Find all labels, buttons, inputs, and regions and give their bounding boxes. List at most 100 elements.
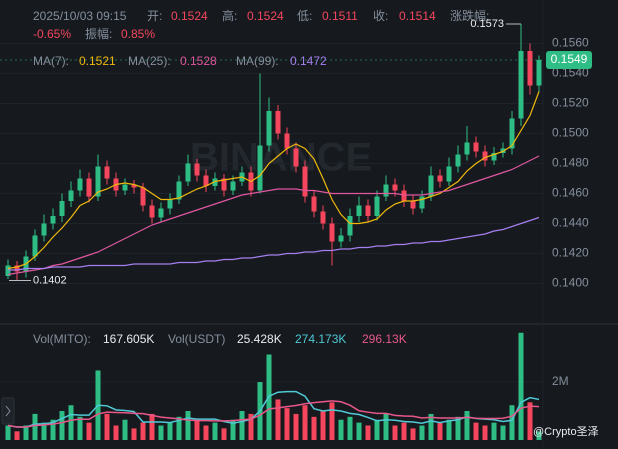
volume-bar [68,405,74,440]
candle-body [536,60,542,86]
volume-bar [302,405,308,440]
watermark: BINANCE [190,136,372,180]
volume-ma-line [7,390,540,428]
legend-label: Vol(USDT) [168,332,225,346]
volume-bar [140,422,146,440]
volume-bar [167,422,173,440]
candle-body [194,163,200,176]
volume-bar [320,411,326,440]
volume-bar [356,422,362,440]
close-value: 0.1514 [399,9,436,23]
last-price-badge [546,51,592,69]
volume-bar [194,419,200,440]
amplitude-label: 振幅: [85,26,112,41]
y-tick-label: 0.1500 [552,126,589,140]
legend-label: Vol(MITO): [33,332,91,346]
candle-body [14,265,20,272]
candle-body [266,111,272,146]
volume-bar [446,419,452,440]
candle-body [158,208,164,218]
volume-bar [329,402,335,440]
candle-body [203,175,209,186]
candle-body [257,145,263,191]
volume-bar [428,413,434,440]
volume-bar [113,425,119,440]
candle-body [86,178,92,197]
volume-bar [86,422,92,440]
volume-legend: Vol(MITO): 167.605K Vol(USDT) 25.428K [33,332,282,346]
candle-body [122,184,128,191]
candle-body [365,205,371,216]
volume-bar [374,419,380,440]
volume-bar [176,416,182,440]
candle-body [500,148,506,153]
candle-body [527,51,533,86]
ma-line [7,155,540,276]
candle-body [140,187,146,206]
y-tick-label: 0.1420 [552,246,589,260]
candle-body [59,201,65,216]
annotation-label: 0.1573 [470,18,504,30]
candle-body [68,190,74,201]
close-label: 收: [373,9,388,23]
candle-body [329,223,335,242]
candle-body [212,178,218,186]
change-value: -0.65% [33,27,71,41]
y-tick-label: 0.1440 [552,216,589,230]
candle-body [185,163,191,182]
candle-body [374,196,380,216]
candle-body [320,211,326,224]
volume-bar [59,411,65,440]
volume-bar [518,332,524,440]
volume-bar [401,422,407,440]
candle-body [5,265,11,276]
candle-body [473,142,479,152]
legend-value: 296.13K [362,332,407,346]
open-label: 开: [147,9,162,23]
volume-bar [185,411,191,440]
ma-line [8,216,540,271]
legend-value: 0.1472 [290,54,327,68]
candle-body [338,235,344,242]
plot-area [0,23,543,440]
volume-bar [536,431,542,440]
amplitude-value: 0.85% [121,27,155,41]
volume-bar [284,408,290,440]
candle-body [518,51,524,119]
volume-bar [293,413,299,440]
volume-bar [230,419,236,440]
volume-bar [527,402,533,440]
header: 2025/10/03 09:15 开: 0.1524 高: 0.1524 低: … [33,8,489,41]
candle-body [77,178,83,191]
volume-bar [491,422,497,440]
volume-bar [239,411,245,440]
candle-body [464,142,470,155]
legend-label: MA(25): [128,54,171,68]
candle-body [284,133,290,149]
volume-bar [32,413,38,440]
legend-value: 0.1528 [180,54,217,68]
volume-bar [158,425,164,440]
scroll-button[interactable] [1,397,15,425]
y-tick-label: 0.1480 [552,156,589,170]
candle-body [509,118,515,149]
candle-body [275,111,281,134]
candle-body [50,216,56,224]
volume-bar [311,416,317,440]
y-tick-label: 0.1400 [552,276,589,290]
candle-body [491,153,497,161]
volume-bar [338,419,344,440]
volume-bar [104,413,110,440]
volume-bar [437,422,443,440]
candle-body [230,181,236,191]
high-value: 0.1524 [247,9,284,23]
candle-body [392,184,398,191]
low-value: 0.1511 [322,9,358,23]
volume-bar [482,425,488,440]
candle-body [455,154,461,167]
legend-label: MA(7): [33,54,69,68]
candle-body [32,235,38,257]
legend-value: 25.428K [237,332,282,346]
annotation-label: 0.1402 [33,274,67,286]
